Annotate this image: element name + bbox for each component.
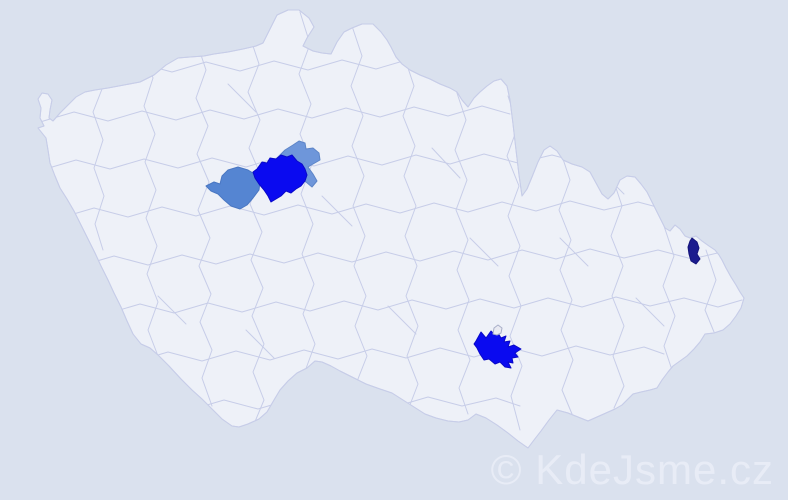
district-borders bbox=[38, 11, 744, 431]
highlighted-district-northeast bbox=[687, 237, 701, 265]
district-piece-southeast-inner bbox=[492, 324, 503, 336]
highlighted-district-central-main bbox=[252, 154, 308, 203]
watermark: © KdeJsme.cz bbox=[490, 446, 774, 493]
highlighted-district-central-west bbox=[205, 166, 261, 210]
